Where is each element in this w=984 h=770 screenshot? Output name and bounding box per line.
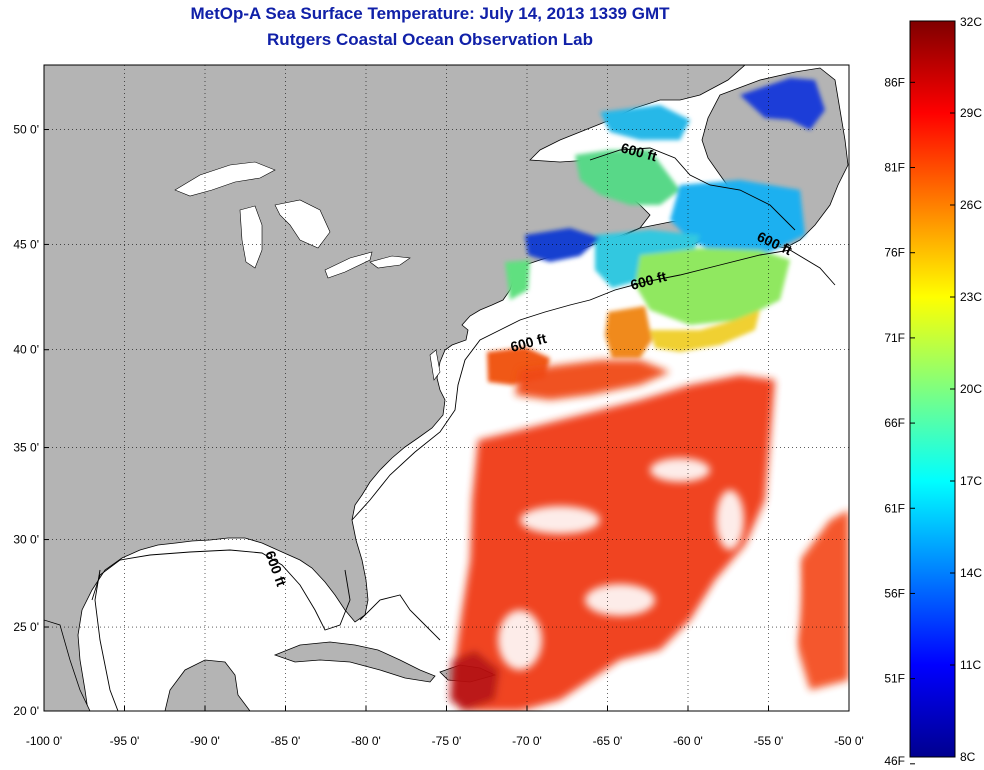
colorbar-fahrenheit-label: 76F — [884, 246, 905, 260]
map-title: MetOp-A Sea Surface Temperature: July 14… — [190, 4, 670, 23]
sst-east-red — [795, 510, 849, 690]
cuba — [273, 641, 436, 683]
lon-label: -70 0' — [512, 734, 542, 748]
lat-label: 45 0' — [13, 237, 39, 251]
lon-label: -85 0' — [271, 734, 301, 748]
colorbar-celsius-label: 23C — [960, 290, 982, 304]
lake-erie — [324, 251, 373, 279]
colorbar-celsius-label: 32C — [960, 15, 982, 29]
lon-label: -55 0' — [754, 734, 784, 748]
isobath-florida-straits — [359, 594, 441, 641]
lon-label: -90 0' — [190, 734, 220, 748]
sst-gulf-maine-blue — [525, 228, 600, 262]
lon-label: -50 0' — [834, 734, 864, 748]
map-subtitle: Rutgers Coastal Ocean Observation Lab — [267, 30, 593, 49]
colorbar-celsius-label: 17C — [960, 474, 982, 488]
colorbar-celsius-label: 26C — [960, 198, 982, 212]
colorbar-fahrenheit-label: 61F — [884, 501, 905, 515]
lat-label: 50 0' — [13, 123, 39, 137]
sst-maine-green — [505, 260, 530, 300]
colorbar — [909, 20, 956, 758]
colorbar-ticks: 8C 11C 14C 17C 20C 23C 26C 29C 32C 46F 51F 56F 61F 66… — [884, 15, 982, 768]
sst-stlawrence-cyan — [600, 105, 690, 140]
colorbar-celsius-label: 20C — [960, 382, 982, 396]
lake-huron — [274, 199, 331, 249]
isobath-atlantic — [351, 299, 591, 521]
isobath-northeast — [589, 249, 836, 301]
lat-label: 25 0' — [13, 620, 39, 634]
sst-yellow-band — [650, 310, 760, 352]
colorbar-fahrenheit-label: 51F — [884, 672, 905, 686]
lat-label: 20 0' — [13, 704, 39, 718]
colorbar-fahrenheit-label: 46F — [884, 754, 905, 768]
sst-gulf-stlawrence-green — [575, 150, 680, 205]
axis-labels: -100 0' -95 0' -90 0' -85 0' -80 0' -75 0' -70… — [13, 123, 863, 748]
colorbar-celsius-label: 14C — [960, 566, 982, 580]
isobath-gulf-stlawrence — [589, 147, 796, 231]
lake-michigan — [239, 205, 263, 269]
colorbar-fahrenheit-label: 66F — [884, 416, 905, 430]
lon-label: -95 0' — [110, 734, 140, 748]
colorbar-celsius-label: 29C — [960, 106, 982, 120]
colorbar-celsius-label: 8C — [960, 750, 976, 764]
chesapeake-bay — [429, 349, 441, 381]
lake-ontario — [369, 255, 411, 269]
colorbar-celsius-label: 11C — [960, 658, 981, 672]
lake-superior — [174, 161, 276, 197]
mexico-land — [44, 619, 91, 711]
lat-label: 35 0' — [13, 441, 39, 455]
isobath-gulf-west — [94, 569, 119, 711]
sst-caribbean-darkred — [450, 650, 500, 711]
lon-label: -65 0' — [593, 734, 623, 748]
isobath-gulf — [91, 549, 351, 631]
lon-label: -75 0' — [432, 734, 462, 748]
lat-label: 40 0' — [13, 343, 39, 357]
lon-label: -80 0' — [351, 734, 381, 748]
lat-label: 30 0' — [13, 533, 39, 547]
sst-gulfstream-red — [515, 360, 670, 400]
colorbar-fahrenheit-label: 71F — [884, 331, 905, 345]
colorbar-fahrenheit-label: 56F — [884, 586, 905, 600]
sst-offshore-green — [635, 248, 790, 325]
lon-label: -100 0' — [26, 734, 62, 748]
colorbar-fahrenheit-label: 81F — [884, 161, 905, 175]
lon-label: -60 0' — [673, 734, 703, 748]
yucatan — [164, 659, 251, 711]
sst-labrador-blue — [740, 78, 825, 130]
sst-grand-banks-cyan — [670, 180, 805, 255]
colorbar-fahrenheit-label: 86F — [884, 75, 905, 89]
sst-gulfstream-orange — [605, 306, 652, 358]
